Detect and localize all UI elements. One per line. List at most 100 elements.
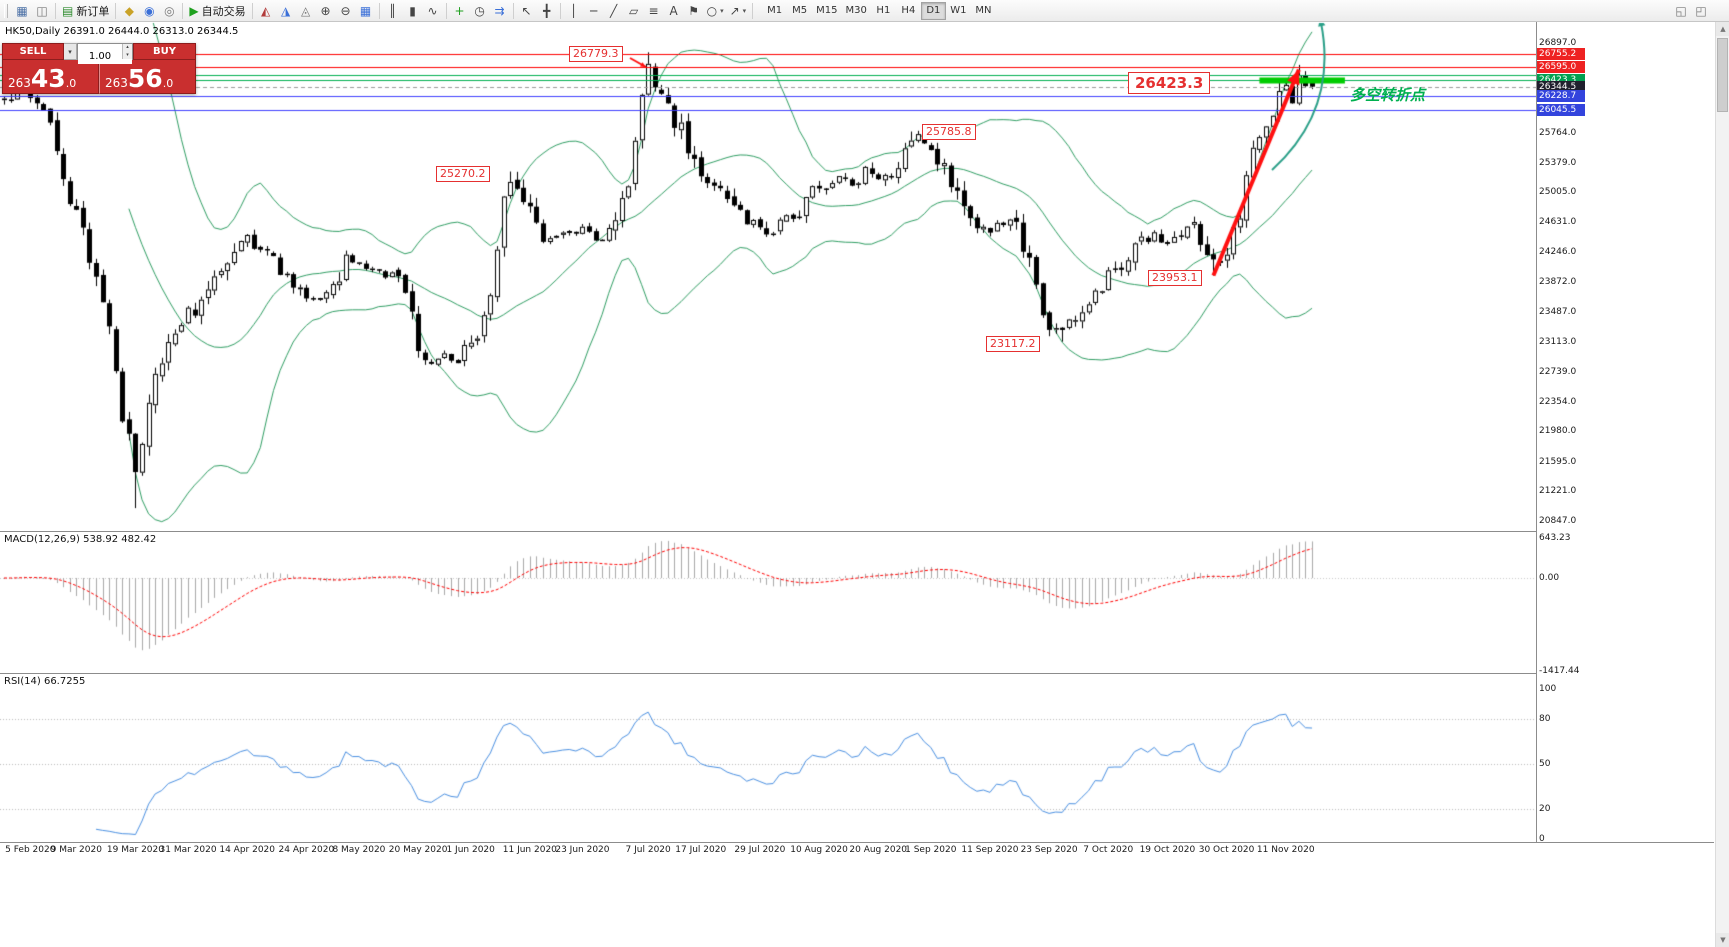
price-annotation-label[interactable]: 23953.1	[1148, 270, 1202, 286]
line-chart-icon[interactable]: ∿	[423, 1, 443, 21]
vertical-scrollbar[interactable]: ▲ ▼	[1715, 22, 1729, 947]
buy-price-button[interactable]: 263 56.0	[99, 60, 196, 94]
buy-price-decimal: .0	[162, 77, 174, 90]
add-indicator-icon[interactable]: +	[450, 1, 470, 21]
date-tick-label: 14 Apr 2020	[219, 845, 276, 855]
objects-list-icon[interactable]: ◬	[296, 1, 316, 21]
time-axis[interactable]: 5 Feb 2020 9 Mar 2020 19 Mar 2020 31 Mar 20…	[0, 843, 1536, 861]
date-tick-label: 8 May 2020	[332, 845, 386, 855]
timeframe-mn-button[interactable]: MN	[975, 5, 992, 16]
timeframe-w1-button[interactable]: W1	[950, 5, 967, 16]
rsi-panel-separator[interactable]	[0, 673, 1714, 674]
rsi-scale-label: 100	[1539, 684, 1557, 694]
price-level-box[interactable]: 26344.5	[1537, 80, 1585, 93]
autotrading-button[interactable]: ▶ 自动交易	[186, 1, 248, 21]
alerts-icon: ◆	[124, 3, 134, 18]
date-tick-label: 23 Jun 2020	[555, 845, 610, 855]
date-tick-label: 30 Oct 2020	[1198, 845, 1255, 855]
price-scale[interactable]: 26897.0 25764.0 25379.0 25005.0 24631.0 24246…	[1537, 22, 1714, 842]
tile-windows-icon[interactable]: ▦	[356, 1, 376, 21]
timeframe-h4-button[interactable]: H4	[901, 5, 916, 16]
label-icon[interactable]: ⚑	[684, 1, 704, 21]
market-watch-icon[interactable]: ◉	[139, 1, 159, 21]
scroll-down-arrow[interactable]: ▼	[1716, 933, 1729, 947]
arrange-window-button[interactable]: ◰	[1691, 1, 1711, 21]
sell-button[interactable]: SELL	[2, 43, 64, 60]
sell-price-big-digits: 43	[30, 64, 66, 93]
cursor-icon[interactable]: ↖	[517, 1, 537, 21]
new-order-button[interactable]: ▤ 新订单	[59, 1, 112, 21]
new-chart-icon: ▦	[16, 3, 28, 18]
date-tick-label: 20 May 2020	[388, 845, 448, 855]
lot-size-input[interactable]	[78, 49, 132, 64]
price-annotation-label[interactable]: 26779.3	[569, 46, 623, 62]
candles-chart-icon[interactable]: ▮	[403, 1, 423, 21]
price-level-box[interactable]: 26595.0	[1537, 60, 1585, 73]
date-tick-label: 11 Sep 2020	[961, 845, 1019, 855]
date-tick-label: 24 Apr 2020	[278, 845, 335, 855]
lot-increase-button[interactable]: ▴	[122, 44, 132, 52]
rsi-scale-label: 80	[1539, 713, 1551, 724]
date-tick-label: 11 Jun 2020	[502, 845, 557, 855]
fibonacci-icon[interactable]: ≡	[644, 1, 664, 21]
profiles-icon[interactable]: ◫	[32, 1, 52, 21]
new-chart-icon[interactable]: ▦	[12, 1, 32, 21]
text-icon[interactable]: A	[664, 1, 684, 21]
date-tick-label: 23 Sep 2020	[1020, 845, 1078, 855]
price-annotation-label[interactable]: 26423.3	[1128, 72, 1211, 94]
price-tick-label: 23113.0	[1539, 336, 1577, 347]
price-level-box[interactable]: 26228.7	[1537, 89, 1585, 102]
alerts-icon[interactable]: ◆	[119, 1, 139, 21]
sell-price-decimal: .0	[65, 77, 77, 90]
toolbar-separator	[559, 2, 561, 19]
price-annotation-label[interactable]: 23117.2	[986, 336, 1040, 352]
indicators-icon[interactable]: ◭	[256, 1, 276, 21]
arrows-dropdown[interactable]: ↗ ▾	[727, 1, 750, 21]
lot-decrease-button[interactable]: ▾	[122, 51, 132, 59]
data-window-icon[interactable]: ◎	[159, 1, 179, 21]
price-level-box[interactable]: 26755.2	[1537, 48, 1585, 61]
timeframe-toolbar: M1 M5 M15 M30 H1 H4 D1 W1 MN	[762, 1, 996, 20]
scroll-up-arrow[interactable]: ▲	[1716, 22, 1729, 36]
period-icon[interactable]: ◷	[470, 1, 490, 21]
autotrading-icon: ▶	[189, 3, 199, 18]
macd-panel-separator[interactable]	[0, 531, 1714, 532]
date-tick-label: 31 Mar 2020	[159, 845, 217, 855]
crosshair-icon[interactable]: ╋	[537, 1, 557, 21]
dock-window-icon: ◱	[1675, 3, 1687, 18]
sell-price-button[interactable]: 263 43.0	[2, 60, 99, 94]
zoom-in-icon[interactable]: ⊕	[316, 1, 336, 21]
buy-button[interactable]: BUY	[133, 43, 196, 60]
timeframe-d1-button[interactable]: D1	[920, 1, 946, 20]
chart-note-text[interactable]: 多空转折点	[1350, 86, 1426, 104]
price-level-box[interactable]: 26045.5	[1537, 104, 1585, 117]
price-tick-label: 21221.0	[1539, 486, 1577, 497]
vline-icon[interactable]: │	[564, 1, 584, 21]
timeframe-m5-button[interactable]: M5	[792, 5, 808, 16]
timeframe-m1-button[interactable]: M1	[767, 5, 783, 16]
timeframe-m15-button[interactable]: M15	[816, 5, 838, 16]
chart-shift-icon[interactable]: ⇉	[490, 1, 510, 21]
trade-panel-price-row: 263 43.0 263 56.0	[2, 60, 196, 94]
channel-icon[interactable]: ▱	[624, 1, 644, 21]
price-tick-label: 23487.0	[1539, 307, 1577, 318]
price-annotation-label[interactable]: 25785.8	[922, 124, 976, 140]
scrollbar-thumb[interactable]	[1717, 38, 1728, 112]
toolbar-separator	[182, 2, 184, 19]
toolbar-separator	[752, 2, 754, 19]
timeframe-h1-button[interactable]: H1	[876, 5, 891, 16]
bars-chart-icon[interactable]: ║	[383, 1, 403, 21]
dock-window-button[interactable]: ◱	[1671, 1, 1691, 21]
hline-icon[interactable]: ─	[584, 1, 604, 21]
order-type-dropdown[interactable]: ▾	[64, 43, 77, 60]
macd-scale-label: 643.23	[1539, 533, 1571, 543]
zoom-out-icon[interactable]: ⊖	[336, 1, 356, 21]
price-chart-canvas[interactable]	[0, 0, 1536, 947]
shapes-dropdown[interactable]: ○ ▾	[704, 1, 727, 21]
timeframe-m30-button[interactable]: M30	[845, 5, 867, 16]
price-annotation-label[interactable]: 25270.2	[436, 166, 490, 182]
trendline-icon[interactable]: ╱	[604, 1, 624, 21]
toolbar-grip[interactable]	[4, 3, 8, 18]
indicators-list-icon[interactable]: ◮	[276, 1, 296, 21]
